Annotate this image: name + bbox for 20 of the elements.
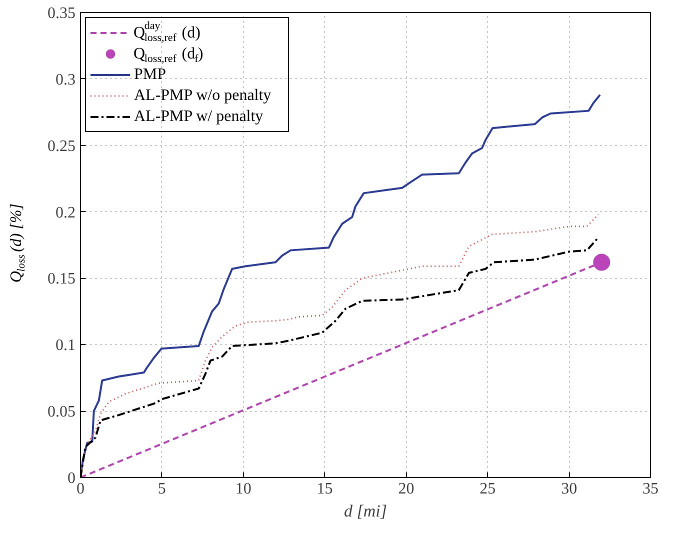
y-tick-label: 0.15	[48, 270, 76, 288]
x-axis-title: d [mi]	[344, 502, 387, 520]
y-tick-label: 0	[68, 470, 76, 487]
legend-label: AL-PMP w/ penalty	[134, 106, 264, 126]
x-tick-label: 35	[642, 480, 658, 498]
y-tick-label: 0.25	[48, 138, 76, 155]
legend-label: AL-PMP w/o penalty	[134, 86, 272, 106]
y-axis-title: Qloss(d) [%]	[8, 203, 28, 283]
y-tick-label: 0.2	[56, 204, 76, 222]
x-tick-label: 15	[316, 480, 333, 498]
y-tick-label: 0.35	[48, 5, 76, 22]
y-tick-label: 0.05	[48, 404, 76, 421]
x-tick-label: 30	[561, 480, 578, 498]
x-tick-label: 5	[158, 480, 166, 498]
legend-label: PMP	[134, 64, 168, 84]
x-tick-label: 10	[235, 480, 252, 498]
x-tick-label: 25	[480, 480, 496, 498]
y-tick-label: 0.3	[56, 71, 76, 88]
x-tick-label: 20	[398, 480, 414, 498]
y-tick-label: 0.1	[56, 337, 76, 354]
